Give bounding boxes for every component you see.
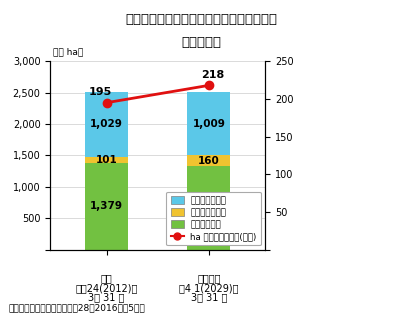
Text: 101: 101 xyxy=(95,155,117,165)
Text: 1,009: 1,009 xyxy=(192,119,225,129)
Text: 計画期末: 計画期末 xyxy=(197,273,220,284)
Text: 1,379: 1,379 xyxy=(90,201,123,211)
Text: 平4 1(2029)年: 平4 1(2029)年 xyxy=(179,283,238,293)
Legend: 育成単層林面積, 育成複層林面積, 天然生林面積, ha 当たり森林蓄積(右軸): 育成単層林面積, 育成複層林面積, 天然生林面積, ha 当たり森林蓄積(右軸) xyxy=(166,192,260,245)
Text: 1,029: 1,029 xyxy=(90,119,123,129)
Text: 「全国森林計画」における森林の整備及び: 「全国森林計画」における森林の整備及び xyxy=(125,13,276,26)
Text: 資料：「全国森林計画」（平28（2016）年5月）: 資料：「全国森林計画」（平28（2016）年5月） xyxy=(8,303,144,312)
Text: 160: 160 xyxy=(198,155,219,165)
Text: 3月 31 日: 3月 31 日 xyxy=(88,292,124,302)
Bar xyxy=(187,165,230,250)
Bar xyxy=(187,92,230,155)
Bar xyxy=(187,155,230,165)
Text: （万 ha）: （万 ha） xyxy=(53,47,83,56)
Text: 保全の目標: 保全の目標 xyxy=(180,36,221,49)
Bar xyxy=(85,163,128,250)
Text: 平成24(2012)年: 平成24(2012)年 xyxy=(75,283,138,293)
Text: 現況: 現況 xyxy=(101,273,112,284)
Text: 1,339: 1,339 xyxy=(192,203,225,213)
Bar xyxy=(85,92,128,157)
Text: 195: 195 xyxy=(89,87,112,97)
Text: 3月 31 日: 3月 31 日 xyxy=(190,292,227,302)
Text: 218: 218 xyxy=(201,70,224,80)
Bar xyxy=(85,157,128,163)
